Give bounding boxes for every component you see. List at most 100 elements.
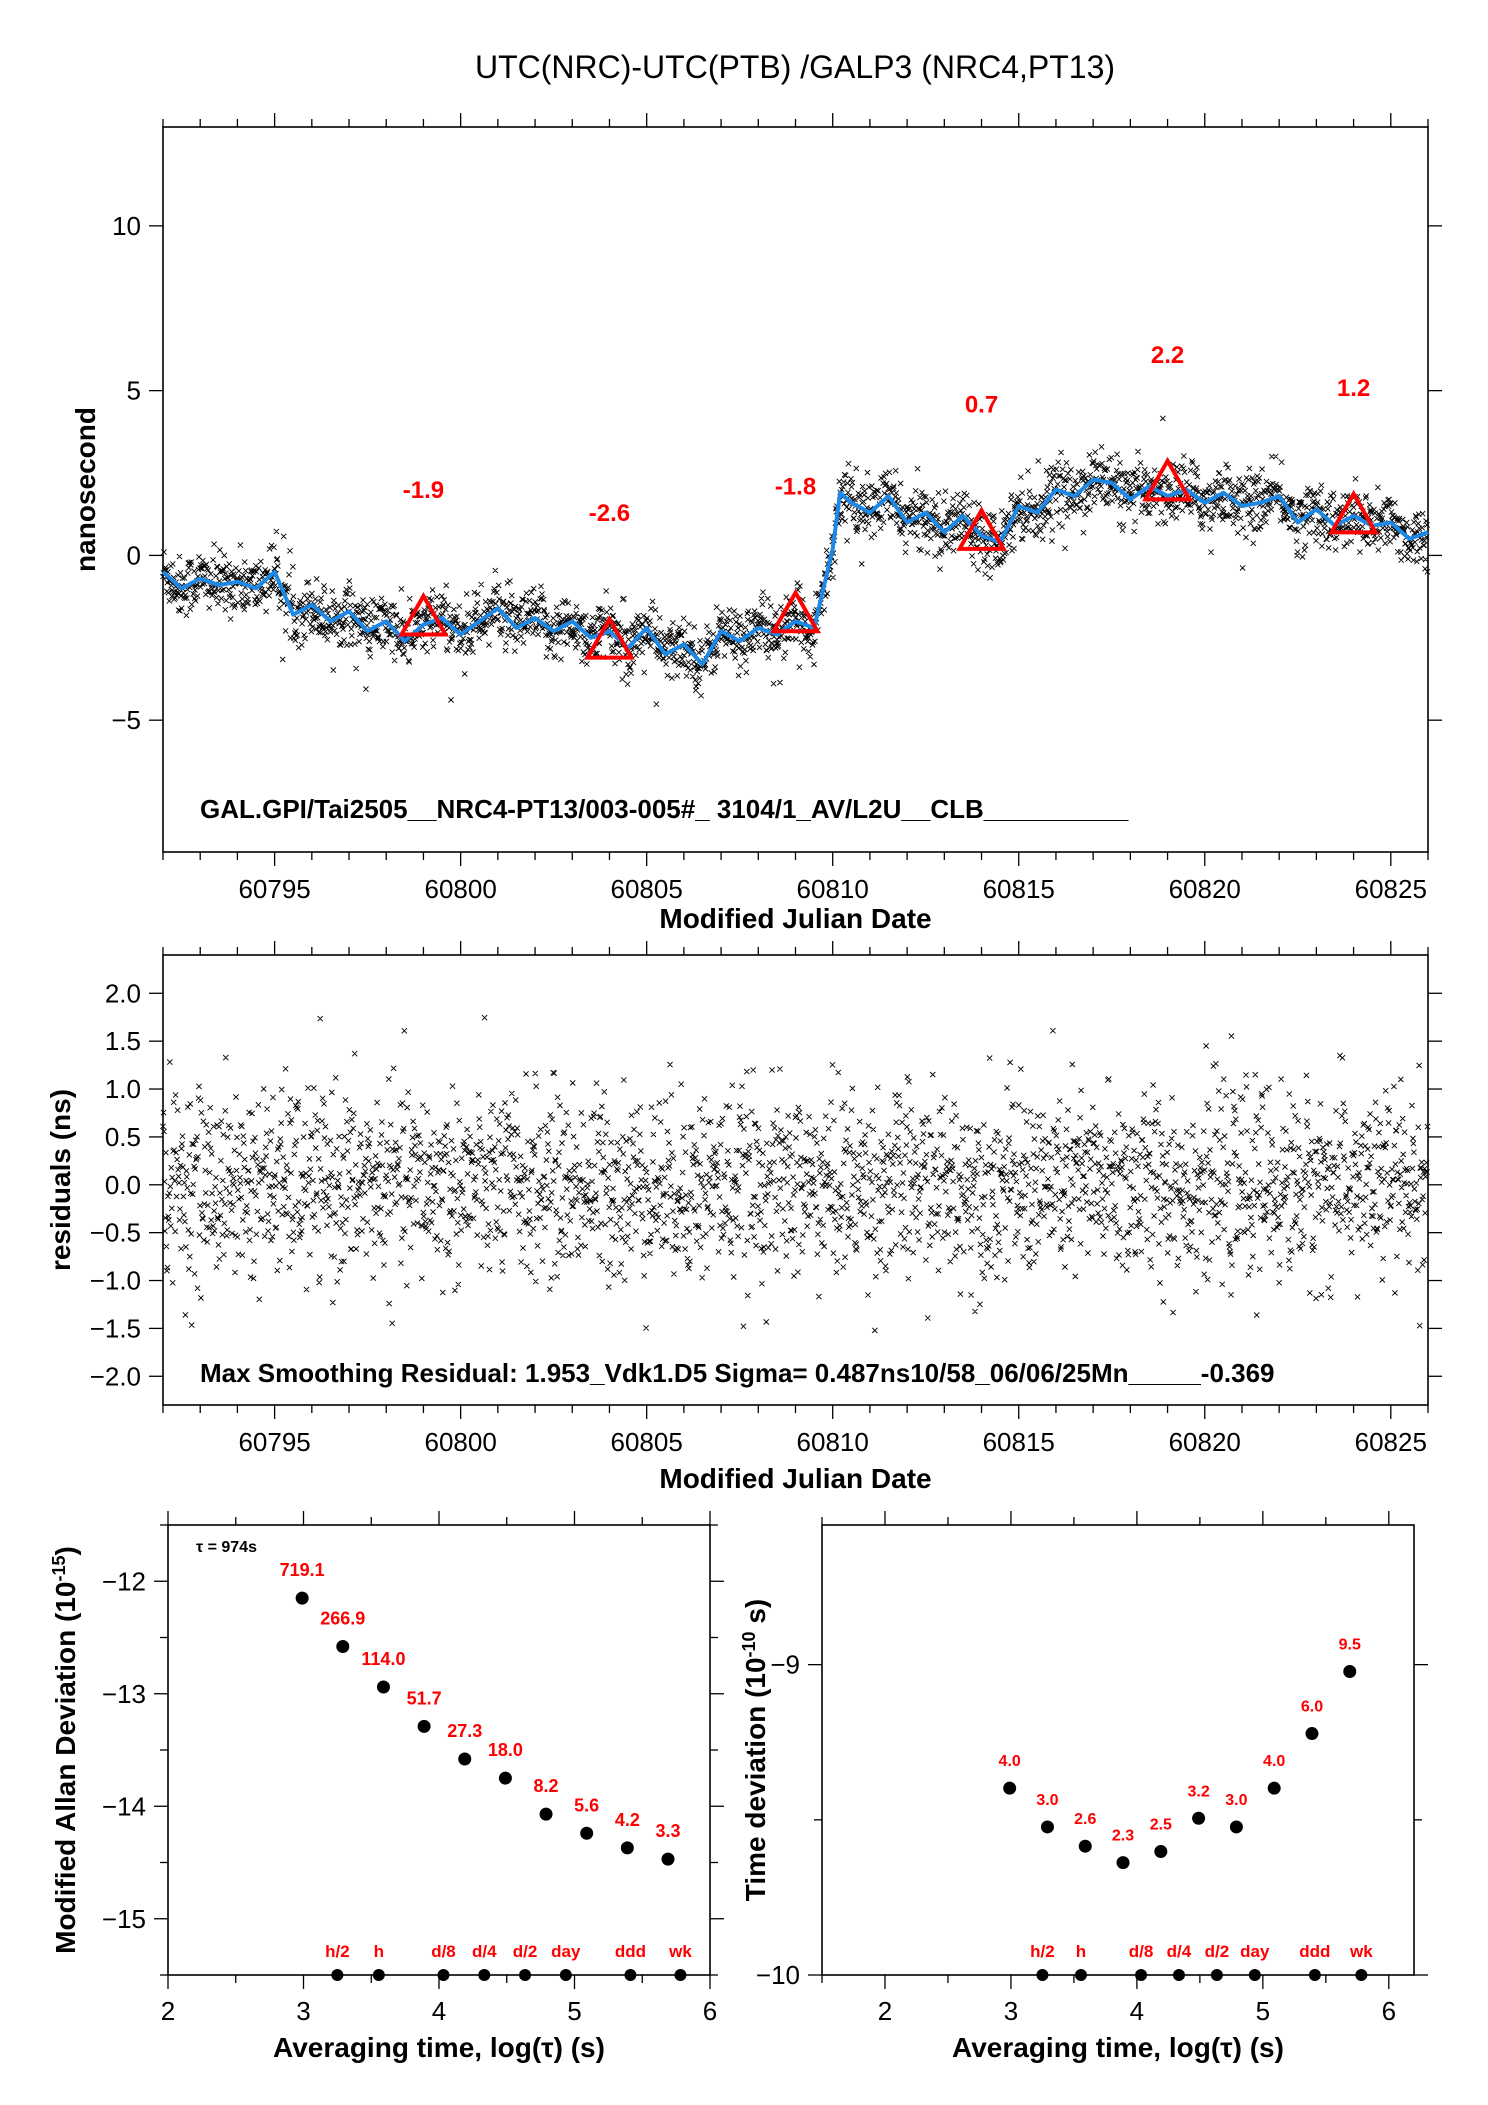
- weekly-marker-triangle: [584, 615, 635, 660]
- resid-x-tick-label: 60810: [797, 1427, 869, 1457]
- tdev-data-label: 2.6: [1074, 1811, 1096, 1828]
- resid-x-tick-label: 60815: [983, 1427, 1055, 1457]
- tdev-interval-marker: [1248, 1969, 1261, 1981]
- tdev-interval-label: day: [1240, 1942, 1270, 1961]
- mdev-data-point: [417, 1719, 431, 1733]
- resid-x-tick-label: 60805: [611, 1427, 683, 1457]
- tdev-x-tick-label: 4: [1130, 1996, 1144, 2026]
- resid-y-tick-label: −1.0: [90, 1266, 141, 1296]
- mdev-data-label: 114.0: [361, 1649, 405, 1669]
- tdev-data-label: 2.3: [1112, 1828, 1134, 1845]
- weekly-marker-triangle: [770, 588, 821, 634]
- tdev-interval-marker: [1036, 1969, 1049, 1981]
- main-y-axis-label: nanosecond: [70, 407, 101, 572]
- main-x-tick-label: 60820: [1169, 874, 1241, 904]
- tdev-y-tick-label: −9: [770, 1650, 800, 1680]
- smoothed-curve: [161, 477, 1429, 667]
- mdev-data-label: 3.3: [655, 1821, 680, 1841]
- main-chart: 60795 60800 60805 60810 60815 60820 60825 −5 0 5 1…: [70, 113, 1442, 934]
- tdev-data-point: [1116, 1856, 1130, 1870]
- tdev-data-label: 9.5: [1339, 1636, 1361, 1653]
- resid-x-tick-label: 60825: [1355, 1427, 1427, 1457]
- main-x-tick-label: 60810: [797, 874, 869, 904]
- tdev-interval-marker: [1135, 1969, 1148, 1981]
- tdev-interval-marker: [1074, 1969, 1087, 1981]
- mdev-interval-marker: [559, 1969, 572, 1981]
- tdev-data-point: [1192, 1811, 1206, 1825]
- main-y-tick-label: 5: [127, 376, 141, 406]
- mdev-data-label: 51.7: [407, 1688, 442, 1708]
- tdev-data-label: 3.2: [1187, 1783, 1209, 1800]
- tdev-interval-marker: [1172, 1969, 1185, 1981]
- main-x-tick-label: 60815: [983, 874, 1055, 904]
- resid-y-tick-label: 1.5: [105, 1026, 141, 1056]
- weekly-marker-label: -1.9: [403, 477, 444, 504]
- mdev-interval-label: day: [551, 1942, 581, 1961]
- mdev-data-point: [458, 1752, 472, 1766]
- mdev-data-label: 27.3: [447, 1721, 482, 1741]
- tdev-data-label: 4.0: [999, 1753, 1021, 1770]
- main-y-tick-label: 10: [112, 211, 141, 241]
- mdev-interval-label: h: [374, 1942, 384, 1961]
- resid-y-tick-label: 0.0: [105, 1170, 141, 1200]
- tdev-x-tick-label: 5: [1256, 1996, 1270, 2026]
- tdev-data-point: [1305, 1727, 1319, 1741]
- mdev-y-tick-label: −12: [102, 1566, 146, 1596]
- residuals-info-text: Max Smoothing Residual: 1.953_Vdk1.D5 Si…: [200, 1358, 1275, 1388]
- tdev-data-point: [1003, 1781, 1017, 1795]
- tdev-interval-label: h/2: [1030, 1942, 1055, 1961]
- weekly-marker-triangle: [397, 591, 449, 637]
- main-x-tick-label: 60795: [238, 874, 310, 904]
- mdev-y-tick-label: −14: [102, 1791, 146, 1821]
- mdev-x-tick-label: 4: [432, 1996, 446, 2026]
- mdev-y-axis-label: Modified Allan Deviation (10-15): [49, 1546, 81, 1954]
- tau-note: τ = 974s: [196, 1539, 257, 1556]
- mdev-data-point: [620, 1841, 634, 1855]
- mdev-interval-label: d/4: [472, 1942, 497, 1961]
- mdev-data-point: [498, 1771, 512, 1785]
- tdev-interval-label: d/2: [1205, 1942, 1230, 1961]
- mdev-interval-label: wk: [668, 1942, 692, 1961]
- mdev-interval-marker: [519, 1969, 532, 1981]
- mdev-y-tick-label: −13: [102, 1679, 146, 1709]
- mdev-interval-label: h/2: [325, 1942, 350, 1961]
- tdev-data-point: [1229, 1820, 1243, 1834]
- resid-y-tick-label: −0.5: [90, 1218, 141, 1248]
- main-x-tick-label: 60800: [424, 874, 496, 904]
- tdev-data-label: 6.0: [1301, 1699, 1323, 1716]
- mdev-data-point: [661, 1852, 675, 1866]
- mdev-y-tick-label: −15: [102, 1904, 146, 1934]
- mdev-data-point: [539, 1807, 553, 1821]
- weekly-marker-triangle: [1142, 456, 1194, 502]
- mdev-data-label: 8.2: [534, 1776, 559, 1796]
- residual-data-points: [160, 1014, 1431, 1334]
- tdev-x-axis-label: Averaging time, log(τ) (s): [952, 2032, 1284, 2063]
- mdev-data-label: 4.2: [615, 1810, 640, 1830]
- main-y-tick-label: 0: [127, 540, 141, 570]
- weekly-marker-label: 0.7: [965, 391, 998, 418]
- plot-frame: [821, 1524, 1415, 1976]
- mdev-data-label: 719.1: [280, 1560, 325, 1580]
- mdev-x-tick-label: 6: [703, 1996, 717, 2026]
- weekly-marker-label: -2.6: [589, 500, 630, 527]
- mdev-interval-marker: [478, 1969, 491, 1981]
- mdev-interval-label: d/8: [431, 1942, 456, 1961]
- weekly-marker-label: -1.8: [775, 474, 816, 501]
- resid-y-tick-label: 1.0: [105, 1074, 141, 1104]
- tdev-interval-marker: [1308, 1969, 1321, 1981]
- mdev-data-label: 266.9: [320, 1609, 365, 1629]
- mdev-data-point: [580, 1826, 594, 1840]
- mdev-interval-marker: [674, 1969, 687, 1981]
- mdev-data-label: 18.0: [488, 1740, 523, 1760]
- mdev-data-point: [295, 1591, 309, 1605]
- resid-y-tick-label: −2.0: [90, 1361, 141, 1391]
- resid-y-tick-label: 2.0: [105, 978, 141, 1008]
- residuals-chart: 60795 60800 60805 60810 60815 60820 60825 −2.0 −…: [45, 941, 1442, 1494]
- tdev-interval-label: ddd: [1299, 1942, 1330, 1961]
- mdev-x-tick-label: 2: [161, 1996, 175, 2026]
- main-y-tick-label: −5: [111, 705, 141, 735]
- mdev-x-axis-label: Averaging time, log(τ) (s): [273, 2032, 605, 2063]
- tdev-data-label: 4.0: [1263, 1753, 1285, 1770]
- main-x-tick-label: 60805: [611, 874, 683, 904]
